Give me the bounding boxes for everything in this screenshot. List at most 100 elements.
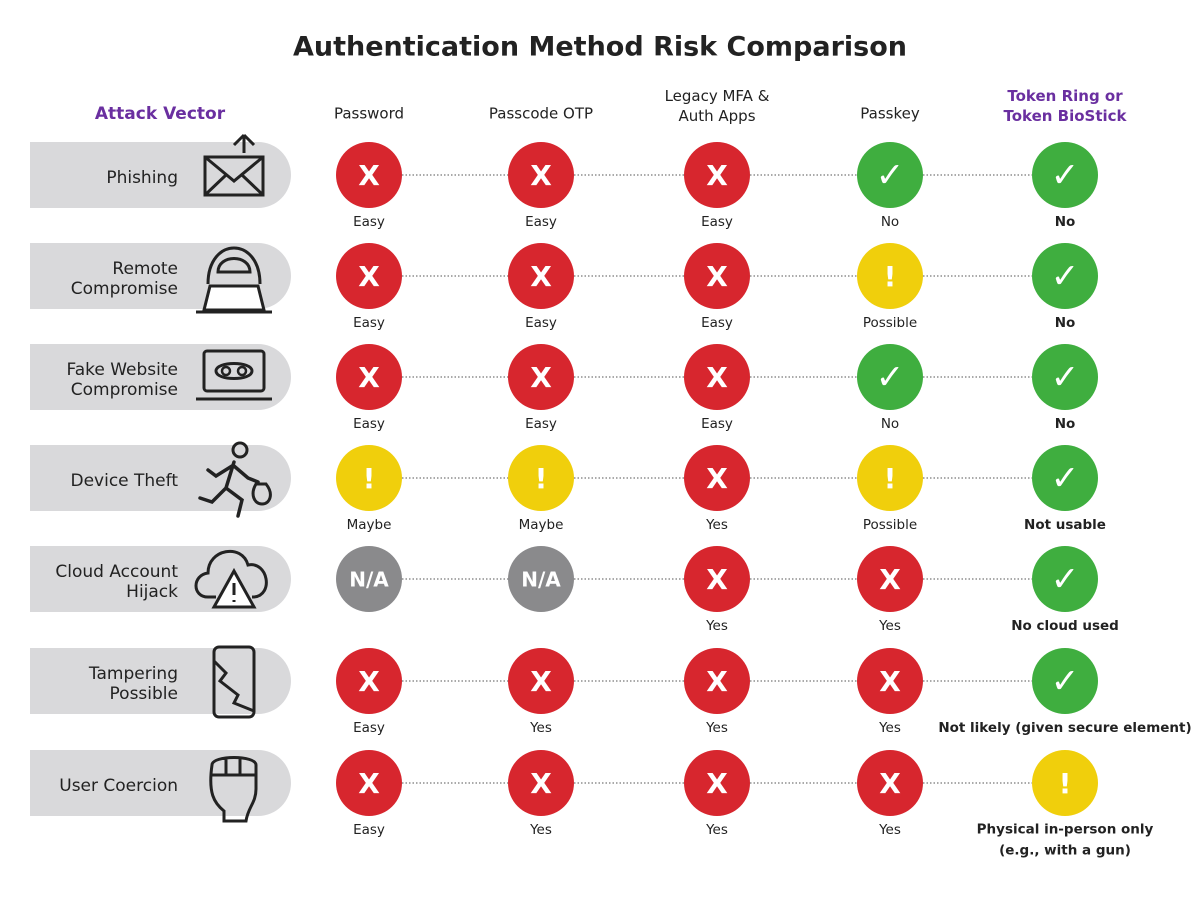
status-label: Not likely (given secure element)	[938, 720, 1191, 736]
status-circle	[684, 445, 750, 511]
row-icon	[196, 349, 272, 401]
status-circle	[336, 142, 402, 208]
status-label: Easy	[353, 822, 385, 838]
icon	[209, 756, 258, 823]
status-circle	[508, 142, 574, 208]
status-symbol: X	[530, 665, 552, 698]
status-label: Easy	[701, 416, 733, 432]
icon	[211, 567, 257, 609]
status-label: Easy	[701, 315, 733, 331]
status-label: Easy	[353, 315, 385, 331]
status-symbol: ✓	[1051, 662, 1080, 702]
row-label: Fake Website Compromise	[66, 360, 178, 400]
status-circle	[857, 344, 923, 410]
status-circle	[684, 243, 750, 309]
status-label: Not usable	[1024, 517, 1106, 533]
status-circle	[336, 546, 402, 612]
status-label: Maybe	[347, 517, 392, 533]
status-symbol: ✓	[1051, 358, 1080, 398]
row-pill	[30, 344, 291, 410]
status-label: Maybe	[519, 517, 564, 533]
status-symbol: !	[884, 462, 897, 495]
status-label: Easy	[353, 416, 385, 432]
status-symbol: ✓	[1051, 560, 1080, 600]
status-symbol: ✓	[876, 156, 905, 196]
status-symbol: X	[530, 767, 552, 800]
status-symbol: X	[706, 665, 728, 698]
status-label: Easy	[525, 416, 557, 432]
row-label: User Coercion	[59, 776, 178, 796]
status-circle	[508, 243, 574, 309]
status-symbol: X	[530, 260, 552, 293]
status-symbol: X	[706, 767, 728, 800]
column-header: Legacy MFA & Auth Apps	[665, 87, 770, 125]
icon	[196, 362, 272, 401]
status-symbol: X	[879, 767, 901, 800]
status-symbol: X	[706, 462, 728, 495]
row-pill	[30, 648, 291, 714]
icon	[198, 460, 260, 518]
status-label: No cloud used	[1011, 618, 1119, 634]
status-label: Possible	[863, 315, 917, 331]
row-label: Cloud Account Hijack	[55, 562, 178, 602]
status-label: No	[881, 416, 899, 432]
icon	[194, 549, 268, 599]
status-label: Yes	[529, 720, 552, 736]
status-label: Easy	[525, 315, 557, 331]
column-header: Password	[334, 105, 404, 123]
status-circle	[684, 142, 750, 208]
status-symbol: X	[358, 665, 380, 698]
status-symbol: X	[530, 361, 552, 394]
row-icon	[212, 645, 256, 719]
row-icon	[209, 756, 258, 823]
status-circle	[1032, 750, 1098, 816]
status-symbol: ✓	[1051, 257, 1080, 297]
status-circle	[508, 750, 574, 816]
column-header: Token Ring or Token BioStick	[1003, 87, 1127, 125]
status-label: No	[1055, 315, 1076, 331]
column-header: Passkey	[860, 105, 920, 123]
status-circle	[857, 546, 923, 612]
status-circle	[508, 546, 574, 612]
status-label: Yes	[878, 618, 901, 634]
status-symbol: ✓	[876, 358, 905, 398]
status-circle	[1032, 243, 1098, 309]
column-header: Passcode OTP	[489, 105, 593, 123]
row-icon	[194, 549, 268, 609]
status-label: Yes	[878, 720, 901, 736]
status-symbol: X	[358, 767, 380, 800]
status-circle	[857, 648, 923, 714]
status-circle	[336, 243, 402, 309]
status-circle	[508, 344, 574, 410]
status-label: Easy	[701, 214, 733, 230]
status-label: Easy	[353, 720, 385, 736]
icon	[206, 246, 262, 285]
status-label: Easy	[353, 214, 385, 230]
status-circle	[857, 243, 923, 309]
icon	[203, 155, 265, 197]
status-circle	[1032, 546, 1098, 612]
icon	[212, 645, 255, 713]
status-label: Easy	[525, 214, 557, 230]
status-circle	[857, 445, 923, 511]
icon	[202, 349, 266, 393]
status-circle	[508, 648, 574, 714]
row-label: Remote Compromise	[71, 259, 178, 299]
status-circle	[1032, 648, 1098, 714]
status-circle	[684, 648, 750, 714]
status-symbol: X	[706, 361, 728, 394]
status-symbol: X	[358, 159, 380, 192]
status-label: No	[1055, 214, 1076, 230]
status-symbol: X	[879, 563, 901, 596]
status-label: Yes	[705, 822, 728, 838]
status-symbol: !	[535, 462, 548, 495]
status-symbol: X	[530, 159, 552, 192]
row-icon	[196, 246, 272, 314]
status-symbol: !	[1059, 767, 1072, 800]
row-icon	[203, 133, 265, 197]
icon	[231, 441, 249, 459]
status-label: Possible	[863, 517, 917, 533]
status-symbol: N/A	[349, 568, 389, 592]
status-circle	[684, 546, 750, 612]
